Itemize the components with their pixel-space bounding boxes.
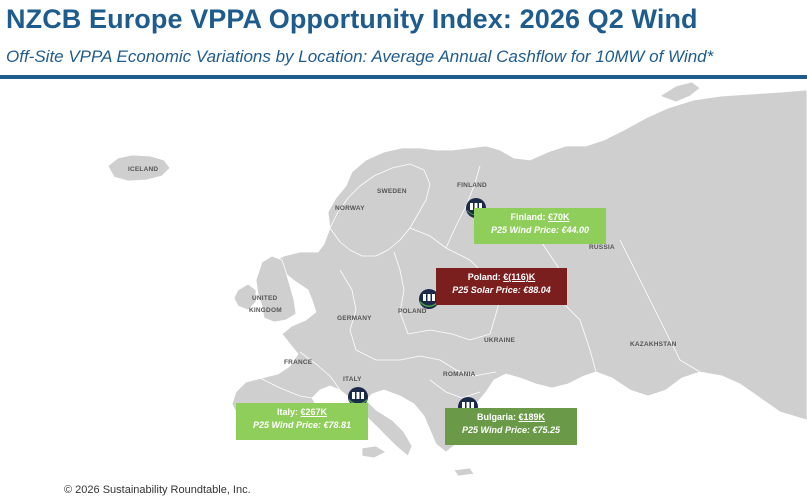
label-norway: NORWAY	[335, 205, 365, 212]
label-united: UNITED	[252, 295, 278, 302]
label-romania: ROMANIA	[443, 371, 476, 378]
label-italy: ITALY	[343, 376, 362, 383]
page-title: NZCB Europe VPPA Opportunity Index: 2026…	[6, 4, 698, 34]
scandinavia-shape	[329, 163, 431, 257]
poland-value: €(116)K	[503, 272, 536, 282]
poland-price: P25 Solar Price: €88.04	[452, 285, 551, 295]
sicily-shape	[361, 445, 387, 459]
finland-price: P25 Wind Price: €44.00	[491, 225, 589, 235]
europe-map: ICELAND SWEDEN FINLAND NORWAY RUSSIA UNI…	[107, 81, 807, 477]
label-kingdom: KINGDOM	[249, 307, 282, 314]
italy-value: €267K	[300, 407, 328, 417]
bulgaria-name: Bulgaria:	[476, 412, 519, 422]
italy-name: Italy:	[276, 407, 301, 417]
label-ukraine: UKRAINE	[484, 337, 515, 344]
bulgaria-value: €189K	[518, 412, 546, 422]
copyright-footer: © 2026 Sustainability Roundtable, Inc.	[64, 484, 251, 496]
label-france: FRANCE	[284, 359, 313, 366]
label-germany: GERMANY	[337, 315, 372, 322]
title-divider	[0, 75, 807, 79]
page-subtitle: Off-Site VPPA Economic Variations by Loc…	[6, 47, 714, 66]
finland-callout[interactable]: Finland: €70K P25 Wind Price: €44.00	[474, 208, 606, 244]
label-sweden: SWEDEN	[377, 188, 407, 195]
label-russia: RUSSIA	[589, 244, 615, 251]
country-labels: ICELAND SWEDEN FINLAND NORWAY RUSSIA UNI…	[128, 166, 677, 383]
finland-name: Finland:	[510, 212, 548, 222]
finland-value: €70K	[547, 212, 570, 222]
bulgaria-price: P25 Wind Price: €75.25	[462, 425, 560, 435]
poland-pin-icon[interactable]	[418, 288, 440, 310]
ireland-shape	[233, 283, 257, 311]
crete-shape	[453, 467, 475, 477]
label-kazakhstan: KAZAKHSTAN	[630, 341, 677, 348]
bulgaria-callout[interactable]: Bulgaria: €189K P25 Wind Price: €75.25	[445, 408, 577, 445]
italy-callout[interactable]: Italy: €267K P25 Wind Price: €78.81	[236, 403, 368, 440]
uk-shape	[255, 255, 297, 323]
label-iceland: ICELAND	[128, 166, 158, 173]
iceland-shape	[107, 154, 171, 182]
arctic-island-shape	[659, 81, 701, 103]
label-finland: FINLAND	[457, 182, 487, 189]
poland-name: Poland:	[467, 272, 504, 282]
italy-price: P25 Wind Price: €78.81	[253, 420, 351, 430]
label-poland: POLAND	[398, 308, 427, 315]
poland-callout[interactable]: Poland: €(116)K P25 Solar Price: €88.04	[436, 268, 567, 305]
